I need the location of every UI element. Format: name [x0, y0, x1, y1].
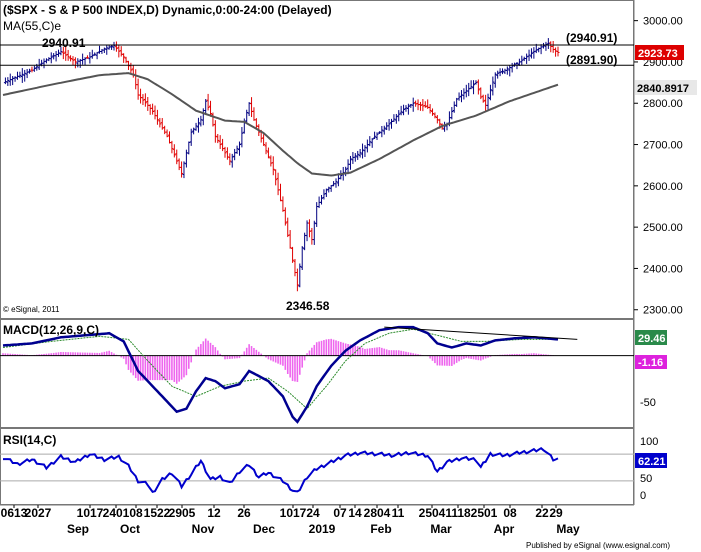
date-label: 2027: [25, 506, 52, 520]
macd-tick: -50: [640, 397, 656, 409]
date-label: 08: [503, 506, 517, 520]
copyright: © eSignal, 2011: [3, 305, 60, 314]
ma-55-line: [2, 72, 559, 177]
date-label: 29: [549, 506, 563, 520]
ma-value: 2840.8917: [637, 83, 689, 95]
month-label: Sep: [67, 522, 89, 536]
rsi-panel: [0, 428, 634, 505]
macd-value-box: [635, 330, 667, 345]
date-label: 2401: [103, 506, 130, 520]
date-label: 1118: [445, 506, 471, 520]
annotation-low: 2346.58: [286, 299, 330, 313]
date-label: 2905: [169, 506, 196, 520]
rsi-tick-0: 0: [640, 490, 646, 502]
macd-trend-line: [384, 326, 578, 340]
rsi-label: RSI(14,C): [3, 433, 56, 447]
price-tick-label: 3000.00: [643, 16, 683, 28]
month-label: Apr: [494, 522, 515, 536]
price-tick-label: 2300.00: [643, 305, 683, 317]
hist-value-box: [635, 355, 667, 369]
rsi-value-box: [635, 453, 667, 468]
macd-histogram: [2, 338, 557, 384]
rsi-value: 62.21: [638, 456, 666, 468]
macd-value: 29.46: [638, 333, 666, 345]
last-price-value: 2923.73: [638, 48, 678, 60]
annotation-high-left: 2940.91: [42, 36, 86, 50]
footer-credit: Published by eSignal (www.esignal.com): [526, 541, 670, 550]
date-label: 11: [392, 506, 405, 520]
date-label: 1017: [280, 506, 307, 520]
month-label: Nov: [192, 522, 215, 536]
date-label: 1017: [77, 506, 104, 520]
date-label: 1522: [144, 506, 171, 520]
month-label: Mar: [430, 522, 452, 536]
price-tick-label: 2700.00: [643, 140, 683, 152]
macd-signal-line: [2, 328, 558, 410]
date-label: 22: [535, 506, 549, 520]
date-label: 2504: [419, 506, 446, 520]
month-label: Oct: [120, 522, 140, 536]
macd-line: [2, 325, 559, 424]
rsi-tick-100: 100: [640, 436, 658, 448]
date-label: 2501: [471, 506, 498, 520]
ma-value-box: [635, 80, 697, 95]
date-label: 24: [306, 506, 320, 520]
hist-value: -1.16: [638, 357, 663, 369]
last-price-box: [635, 45, 684, 60]
date-label: 26: [237, 506, 251, 520]
date-label: 07: [333, 506, 347, 520]
rsi-line: [3, 446, 559, 494]
rsi-tick-50: 50: [640, 473, 652, 485]
date-label: 2804: [364, 506, 391, 520]
month-label: Dec: [253, 522, 275, 536]
chart-title: ($SPX - S & P 500 INDEX,D) Dynamic,0:00-…: [3, 3, 332, 17]
annotation-high-bracket: (2940.91): [566, 31, 617, 45]
price-ticks: 3000.002900.002800.002700.002600.002500.…: [634, 16, 683, 317]
candles: [3, 38, 560, 292]
price-tick-label: 2800.00: [643, 98, 683, 110]
date-label: 14: [348, 506, 362, 520]
date-label: 12: [207, 506, 221, 520]
ma-label: MA(55,C)e: [3, 19, 61, 33]
month-label: 2019: [309, 522, 336, 536]
annotation-support-bracket: (2891.90): [566, 53, 617, 67]
month-label: Feb: [370, 522, 391, 536]
month-label: May: [556, 522, 580, 536]
price-tick-label: 2400.00: [643, 263, 683, 275]
date-label: 0613: [1, 506, 28, 520]
price-tick-label: 2600.00: [643, 181, 683, 193]
price-tick-label: 2500.00: [643, 222, 683, 234]
date-label: 08: [129, 506, 143, 520]
macd-label: MACD(12,26,9,C): [3, 323, 99, 337]
